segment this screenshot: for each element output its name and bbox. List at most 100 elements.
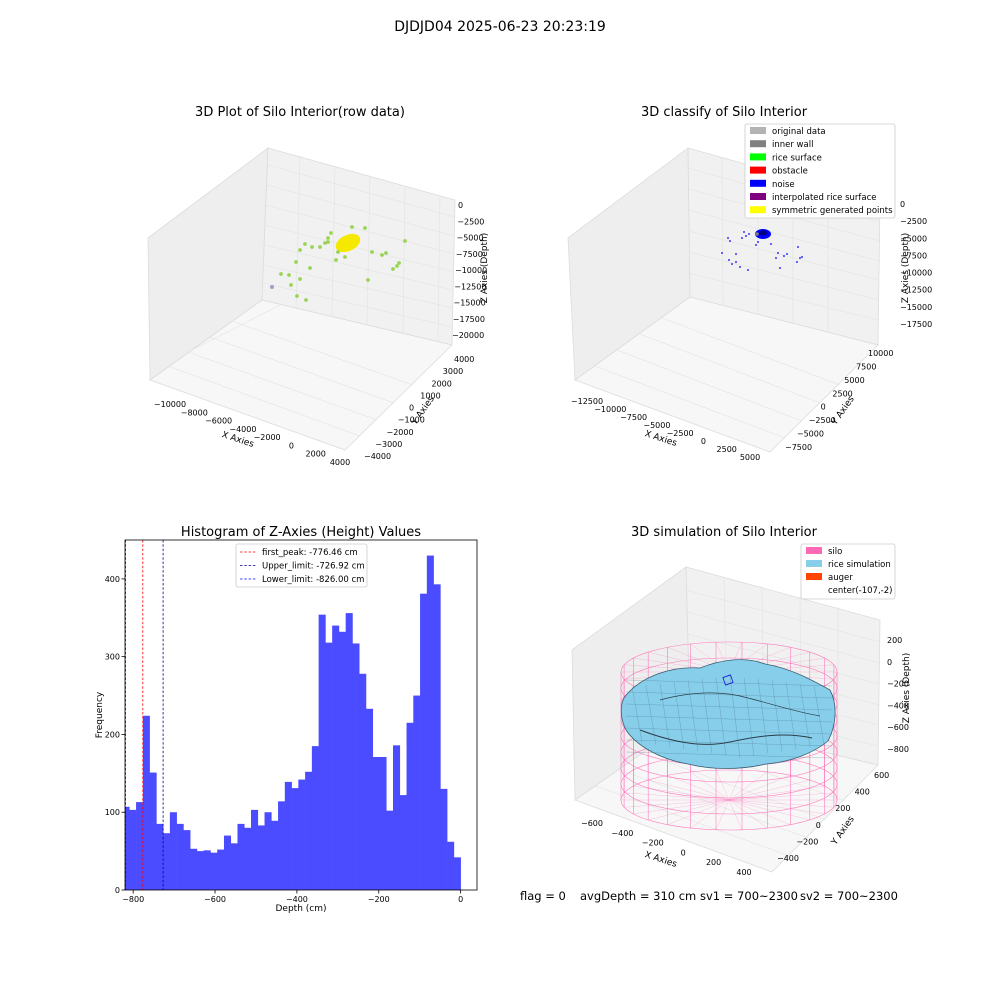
simulation-3d-y-tick: 600: [874, 771, 889, 780]
histogram-x-ticks: −800 −600 −400 −200 0: [122, 890, 463, 904]
rice-mesh-line: [701, 678, 713, 754]
histogram-bar: [440, 788, 448, 890]
classify-3d-noise-point: [755, 244, 757, 246]
raw-3d-z-tick: −10000: [455, 266, 487, 275]
silo-floor-spoke: [728, 799, 768, 829]
silo-floor-spoke: [667, 775, 730, 801]
classify-3d-noise-point: [745, 235, 747, 237]
raw-3d-point: [298, 248, 302, 252]
raw-3d-point: [318, 245, 322, 249]
raw-3d-z-tick: −12500: [454, 282, 486, 291]
classify-3d-noise-point: [731, 263, 733, 265]
simulation-3d-zlabel: Z Axies (Depth): [902, 653, 912, 724]
raw-3d-x-tick: 2000: [306, 450, 326, 459]
raw-3d-title: 3D Plot of Silo Interior(row data): [195, 105, 405, 120]
status-avg-depth: avgDepth = 310 cm: [580, 889, 696, 903]
panel-raw-3d: 3D Plot of Silo Interior(row data): [147, 105, 490, 467]
classify-3d-noise-point: [801, 256, 803, 258]
classify-3d-noise-point: [728, 259, 730, 261]
classify-3d-legend-label: original data: [772, 127, 826, 137]
classify-3d-z-tick: −15000: [900, 303, 932, 312]
histogram-legend-frame: [235, 543, 368, 588]
silo-floor-spoke: [728, 799, 825, 815]
silo-floor-spoke: [648, 779, 730, 801]
raw-3d-points: [270, 225, 407, 302]
classify-3d-legend-swatch: [750, 140, 766, 148]
simulation-3d-y-tick: 0: [816, 821, 821, 830]
histogram-bar: [345, 613, 353, 890]
histogram-bar: [257, 825, 265, 890]
raw-3d-y-tick: 3000: [443, 367, 463, 376]
classify-3d-legend-swatch: [750, 153, 766, 161]
raw-3d-y-tick: 0: [409, 404, 414, 413]
histogram-legend-label: Upper_limit: -726.92 cm: [262, 562, 365, 572]
rice-mesh-line: [813, 684, 825, 745]
status-sv1: sv1 = 700~2300: [700, 889, 798, 903]
classify-3d-y-tick: 7500: [856, 362, 876, 371]
silo-floor-spoke: [728, 779, 810, 801]
classify-3d-noise-point: [799, 257, 801, 259]
silo-floor-spoke: [624, 792, 730, 801]
raw-3d-point: [397, 261, 401, 265]
histogram-bar: [372, 757, 380, 890]
classify-3d-x-tick: −12500: [571, 397, 603, 406]
histogram-x-tick: 0: [458, 895, 463, 904]
classify-3d-legend: original data inner wall rice surface obsta…: [744, 123, 896, 219]
histogram-bar: [359, 673, 367, 890]
classify-3d-ylabel: Y Axies: [829, 394, 857, 427]
histogram-bar: [386, 810, 394, 890]
raw-3d-point: [298, 277, 302, 281]
raw-3d-point: [308, 266, 312, 270]
histogram-vlines: [125, 540, 164, 890]
histogram-bar: [298, 779, 306, 890]
silo-floor-spoke: [690, 799, 730, 829]
simulation-3d-legend: silo rice simulation auger center(-107,-2): [800, 543, 896, 600]
classify-3d-legend-swatch: [750, 179, 766, 187]
raw-3d-z-tick: −20000: [452, 331, 484, 340]
classify-3d-noise-point: [779, 267, 781, 269]
histogram-bar: [318, 614, 326, 890]
histogram-bar: [129, 809, 137, 890]
rice-surface: [620, 659, 836, 769]
histogram-bar: [365, 708, 374, 890]
raw-3d-x-tick: −8000: [181, 408, 208, 417]
histogram-bar: [352, 643, 360, 890]
rice-mesh-line: [625, 751, 833, 759]
raw-3d-z-tick: −15000: [454, 299, 486, 308]
simulation-3d-z-tick: 0: [887, 658, 892, 667]
classify-3d-legend-frame: [744, 123, 896, 219]
classify-3d-noise-point: [727, 237, 729, 239]
classify-3d-y-ticks: −7500 −5000 −2500 0 2500 5000 7500 10000: [785, 349, 893, 452]
classify-3d-z-tick: −7500: [900, 251, 927, 260]
histogram-x-tick: −800: [122, 895, 144, 904]
simulation-3d-legend-label: silo: [828, 547, 842, 557]
raw-3d-point: [336, 250, 340, 254]
rice-mesh-line: [799, 683, 811, 748]
histogram-bar: [196, 851, 204, 890]
histogram-bar: [125, 806, 130, 890]
classify-3d-noise-point: [735, 253, 737, 255]
rice-mesh-line: [757, 678, 769, 754]
panel-simulation-3d: 3D simulation of Silo Interior −600−40: [571, 525, 912, 877]
classify-3d-x-tick: 0: [701, 437, 706, 446]
raw-3d-z-tick: −17500: [453, 315, 485, 324]
raw-3d-x-tick: −10000: [154, 400, 186, 409]
raw-3d-x-tick: 0: [289, 441, 294, 450]
raw-3d-y-tick: 1000: [420, 391, 440, 400]
classify-3d-x-tick: 2500: [717, 445, 737, 454]
raw-3d-point: [343, 255, 347, 259]
simulation-3d-legend-swatch: [806, 547, 822, 554]
raw-3d-point: [295, 294, 299, 298]
classify-3d-z-tick: 0: [900, 200, 905, 209]
simulation-3d-y-ticks: −400 −200 0 200 400 600: [777, 771, 889, 863]
classify-3d-points: [721, 229, 803, 271]
histogram-title: Histogram of Z-Axies (Height) Values: [181, 525, 421, 540]
histogram-bar: [278, 801, 286, 890]
rice-mesh-line: [687, 680, 699, 752]
histogram-bar: [210, 852, 218, 890]
simulation-3d-x-ticks: −600 −400 −200 0 200 400: [581, 819, 752, 877]
silo-floor-spoke: [728, 799, 743, 830]
classify-3d-noise-point: [757, 241, 759, 243]
classify-3d-legend-label: symmetric generated points: [772, 206, 893, 216]
histogram-y-tick: 400: [105, 575, 120, 584]
